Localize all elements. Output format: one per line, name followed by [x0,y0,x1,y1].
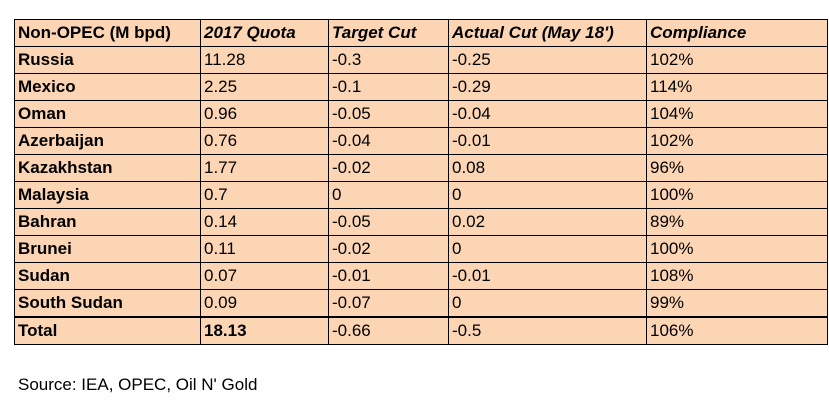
cell: -0.29 [448,73,647,101]
row-label: Bahran [14,208,201,236]
cell: 89% [646,208,828,236]
cell: 0.7 [200,181,329,209]
data-row: Brunei 0.11 -0.02 0 100% [14,235,828,263]
row-label: Oman [14,100,201,128]
header-cell: Non-OPEC (M bpd) [14,19,201,47]
cell: 106% [646,316,828,345]
cell: 0.11 [200,235,329,263]
cell: -0.02 [328,235,449,263]
cell: 114% [646,73,828,101]
cell: 18.13 [200,316,329,345]
cell: 0.02 [448,208,647,236]
row-label: Russia [14,46,201,74]
row-label: Sudan [14,262,201,290]
total-row: Total 18.13 -0.66 -0.5 106% [14,316,828,345]
data-row: Kazakhstan 1.77 -0.02 0.08 96% [14,154,828,182]
header-cell: Compliance [646,19,828,47]
cell: 0.09 [200,289,329,318]
cell: 102% [646,46,828,74]
cell: -0.07 [328,289,449,318]
data-row: Bahran 0.14 -0.05 0.02 89% [14,208,828,236]
cell: 108% [646,262,828,290]
row-label: Brunei [14,235,201,263]
cell: -0.66 [328,316,449,345]
cell: -0.25 [448,46,647,74]
cell: -0.02 [328,154,449,182]
cell: 1.77 [200,154,329,182]
data-row: Malaysia 0.7 0 0 100% [14,181,828,209]
row-label: Mexico [14,73,201,101]
header-row: Non-OPEC (M bpd) 2017 Quota Target Cut Actu… [14,19,828,47]
table-body: Russia 11.28 -0.3 -0.25 102% Mexico 2.25 -0.1 -0… [14,46,828,345]
cell: 0 [448,181,647,209]
row-label: Kazakhstan [14,154,201,182]
cell: -0.01 [328,262,449,290]
row-label: Azerbaijan [14,127,201,155]
compliance-table: Non-OPEC (M bpd) 2017 Quota Target Cut Actu… [14,19,828,345]
cell: 0.08 [448,154,647,182]
cell: 102% [646,127,828,155]
cell: 100% [646,235,828,263]
cell: 99% [646,289,828,318]
data-row: Azerbaijan 0.76 -0.04 -0.01 102% [14,127,828,155]
cell: -0.1 [328,73,449,101]
cell: 96% [646,154,828,182]
source-note: Source: IEA, OPEC, Oil N' Gold [18,375,258,394]
cell: -0.3 [328,46,449,74]
cell: 0.76 [200,127,329,155]
data-row: Sudan 0.07 -0.01 -0.01 108% [14,262,828,290]
row-label: South Sudan [14,289,201,318]
cell: -0.5 [448,316,647,345]
cell: 0 [328,181,449,209]
cell: 2.25 [200,73,329,101]
cell: -0.05 [328,208,449,236]
cell: -0.05 [328,100,449,128]
cell: -0.01 [448,127,647,155]
cell: 0.07 [200,262,329,290]
cell: -0.04 [328,127,449,155]
header-cell: 2017 Quota [200,19,329,47]
cell: 100% [646,181,828,209]
data-row: Russia 11.28 -0.3 -0.25 102% [14,46,828,74]
header-cell: Target Cut [328,19,449,47]
cell: -0.01 [448,262,647,290]
cell: 0.14 [200,208,329,236]
data-row: Mexico 2.25 -0.1 -0.29 114% [14,73,828,101]
data-row: Oman 0.96 -0.05 -0.04 104% [14,100,828,128]
cell: 0 [448,235,647,263]
row-label: Total [14,316,201,345]
cell: 104% [646,100,828,128]
cell: 0.96 [200,100,329,128]
cell: 11.28 [200,46,329,74]
header-cell: Actual Cut (May 18') [448,19,647,47]
data-row: South Sudan 0.09 -0.07 0 99% [14,289,828,318]
row-label: Malaysia [14,181,201,209]
cell: 0 [448,289,647,318]
cell: -0.04 [448,100,647,128]
